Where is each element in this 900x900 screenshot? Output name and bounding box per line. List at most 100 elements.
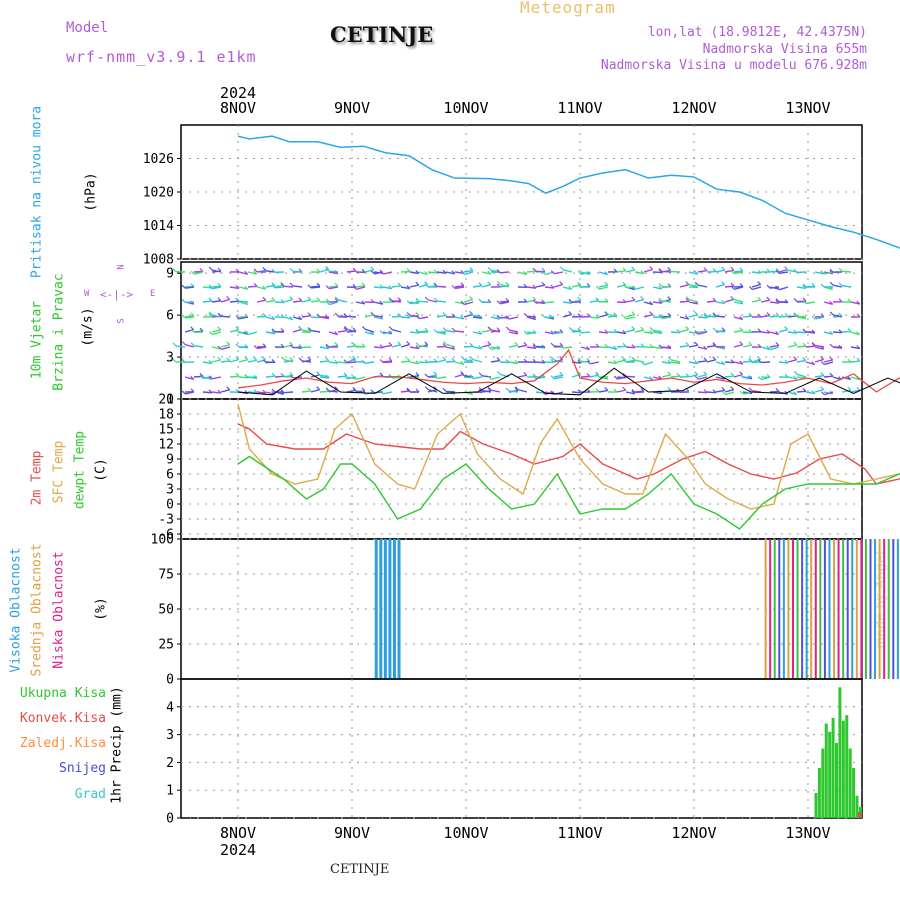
wind-barb (445, 346, 455, 350)
wind-barbs-layer (172, 265, 861, 396)
wind-barb-flag (775, 312, 780, 317)
sfc-temp-line (237, 403, 900, 510)
wind-barb-flag (514, 341, 519, 346)
wind-barb-flag (334, 296, 339, 301)
wind-barb-flag (820, 313, 825, 318)
wind-barb-flag (541, 267, 546, 272)
wind-barb (202, 300, 213, 303)
wind-barb (571, 391, 582, 394)
wind-barb (562, 286, 572, 291)
wind-barb (544, 301, 555, 304)
wind-barb (608, 313, 618, 318)
wind-barb-flag (811, 282, 816, 287)
wind-barb-flag (667, 296, 672, 300)
wind-barb (436, 359, 446, 363)
wind-barb-flag (712, 327, 717, 332)
wind-barb-flag (280, 313, 285, 318)
wind-barb-flag (838, 267, 843, 272)
wind-barb (184, 286, 195, 289)
wind-barb (409, 361, 419, 365)
x-year-label-bottom: 2024 (220, 841, 256, 859)
wind-barb (733, 329, 743, 333)
wind-barb-flag (658, 313, 663, 318)
wind-barb-flag (802, 357, 807, 362)
wind-barb-flag (208, 311, 213, 316)
wind-barb-flag (802, 297, 807, 302)
wind-barb (517, 271, 527, 276)
wind-barb-flag (316, 268, 321, 273)
wind-barb (346, 270, 357, 273)
wind-barb-flag (748, 358, 753, 363)
wind-barb (553, 374, 563, 378)
wind-barb-flag (190, 388, 195, 393)
wind-barb-flag (802, 328, 807, 333)
wind-barb-flag (550, 358, 555, 363)
wind-barb-flag (343, 372, 348, 377)
wind-barb (544, 286, 555, 289)
wind-barb-flag (622, 315, 627, 320)
precip-bar (838, 687, 842, 818)
wind-barb (256, 299, 266, 303)
wind-barb-flag (487, 375, 492, 380)
wind-barb-flag (325, 387, 330, 392)
wind-barb-flag (631, 390, 636, 395)
wind-barb-flag (289, 374, 294, 379)
wind-barb (481, 343, 491, 348)
wind-barb-flag (406, 314, 411, 319)
wind-barb-flag (595, 371, 600, 376)
cloud-bar (883, 539, 886, 679)
wind-barb (679, 316, 689, 320)
y-tick-label-temperature: 21 (158, 393, 174, 408)
cloud-bar (860, 539, 863, 679)
wind-barb-flag (361, 343, 366, 348)
wind-barb-flag (793, 391, 798, 395)
panel-frame-precip (180, 678, 863, 819)
wind-barb-flag (235, 284, 240, 289)
wind-barb (589, 316, 600, 319)
wind-barb-flag (784, 359, 789, 364)
wind-barb (805, 361, 815, 366)
wind-barb (418, 271, 428, 276)
wind-barb (454, 301, 464, 305)
wind-barb-flag (829, 268, 834, 273)
wind-barb-flag (703, 345, 708, 350)
wind-barb-flag (793, 356, 798, 361)
wind-barb (725, 391, 735, 396)
wind-barb (472, 316, 483, 320)
wind-barb-flag (577, 296, 582, 301)
wind-barb-flag (442, 340, 447, 345)
wind-gust-line (237, 367, 900, 396)
wind-barb-flag (361, 326, 366, 330)
wind-barb (491, 376, 501, 380)
cloud-bar (823, 539, 826, 679)
wind-barb (185, 391, 195, 395)
wind-barb-flag (757, 328, 762, 333)
wind-barb (625, 375, 636, 378)
wind-barb (346, 345, 357, 348)
wind-barb-flag (379, 359, 384, 363)
wind-barb-flag (550, 356, 555, 361)
wind-barb-flag (658, 297, 663, 302)
wind-barb (328, 285, 339, 288)
wind-barb-flag (415, 329, 420, 334)
wind-barb (301, 360, 312, 363)
wind-barb (796, 345, 807, 348)
wind-barb (256, 391, 267, 394)
wind-barb (626, 316, 636, 320)
wind-barb-flag (685, 373, 690, 378)
wind-barb-flag (550, 270, 555, 275)
wind-barb (779, 286, 789, 291)
wind-barb (751, 283, 761, 288)
wind-barb-flag (181, 341, 186, 346)
wind-barb-flag (577, 281, 582, 286)
wind-barb (211, 329, 221, 333)
wind-barb-flag (316, 282, 321, 287)
wind-barb (472, 346, 482, 350)
wind-barb (319, 346, 329, 350)
wind-barb (562, 313, 572, 318)
wind-barb (653, 329, 663, 333)
wind-barb-flag (496, 371, 501, 375)
wind-barb (382, 286, 392, 290)
wind-barb-flag (712, 312, 717, 317)
wind-barb (319, 390, 330, 393)
